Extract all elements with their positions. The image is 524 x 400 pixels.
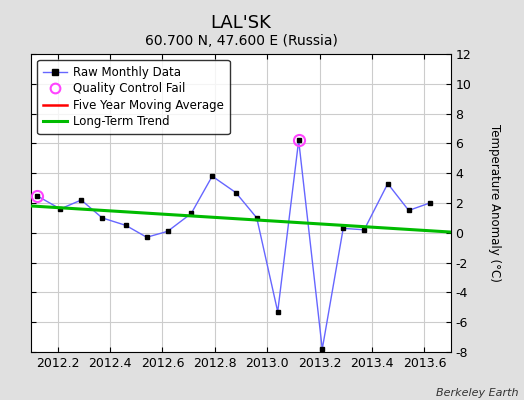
Text: 60.700 N, 47.600 E (Russia): 60.700 N, 47.600 E (Russia) xyxy=(145,34,337,48)
Text: LAL'SK: LAL'SK xyxy=(211,14,271,32)
Text: Berkeley Earth: Berkeley Earth xyxy=(436,388,519,398)
Legend: Raw Monthly Data, Quality Control Fail, Five Year Moving Average, Long-Term Tren: Raw Monthly Data, Quality Control Fail, … xyxy=(37,60,230,134)
Y-axis label: Temperature Anomaly (°C): Temperature Anomaly (°C) xyxy=(488,124,501,282)
